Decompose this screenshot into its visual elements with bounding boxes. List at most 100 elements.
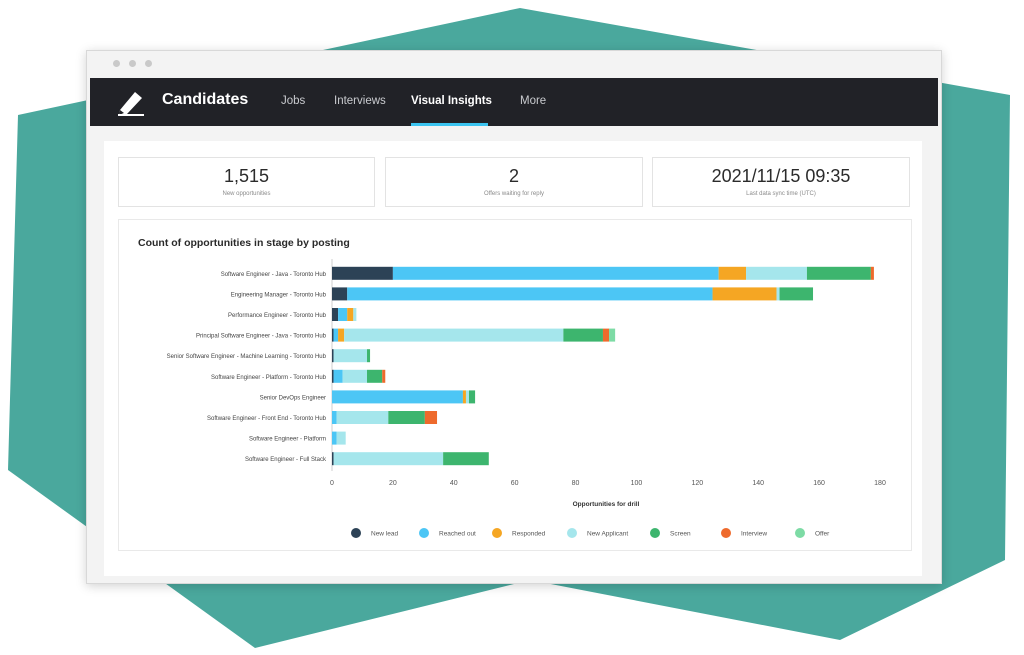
- stat-card-last-sync: 2021/11/15 09:35 Last data sync time (UT…: [652, 157, 910, 207]
- bar-segment: [424, 411, 438, 424]
- stat-value: 2021/11/15 09:35: [711, 166, 851, 186]
- bar-segment: [347, 308, 354, 321]
- legend-swatch: [492, 528, 502, 538]
- x-tick-label: 20: [389, 480, 397, 487]
- x-tick-label: 140: [752, 480, 764, 487]
- bar-segment: [367, 349, 371, 363]
- bar-segment: [332, 287, 348, 301]
- legend-swatch: [567, 528, 577, 538]
- bar-segment: [333, 452, 444, 466]
- stat-card-offers-waiting: 2 Offers waiting for reply: [385, 157, 643, 207]
- legend-label: Offer: [815, 531, 830, 538]
- bar-segment: [333, 328, 339, 342]
- bar-segment: [332, 369, 334, 383]
- category-label: Software Engineer - Front End - Toronto …: [207, 416, 327, 422]
- category-label: Senior Software Engineer - Machine Learn…: [167, 354, 327, 360]
- window-titlebar: [87, 51, 941, 77]
- bar-segment: [602, 328, 610, 342]
- legend-label: New Applicant: [587, 531, 628, 538]
- bar-segment: [332, 328, 334, 342]
- legend-label: Screen: [670, 531, 691, 538]
- bar-segment: [336, 411, 389, 424]
- bar-segment: [443, 452, 489, 466]
- bar-segment: [332, 349, 334, 363]
- x-tick-label: 100: [631, 480, 643, 487]
- stat-label: Last data sync time (UTC): [746, 191, 816, 197]
- legend-swatch: [351, 528, 361, 538]
- bar-segment: [332, 452, 334, 466]
- bar-segment: [779, 287, 814, 301]
- legend-swatch: [721, 528, 731, 538]
- app-title[interactable]: Candidates: [162, 91, 249, 108]
- bar-segment: [382, 369, 386, 383]
- bar-segment: [718, 266, 747, 280]
- x-tick-label: 120: [691, 480, 703, 487]
- category-label: Software Engineer - Platform: [249, 437, 326, 443]
- legend-swatch: [795, 528, 805, 538]
- bar-segment: [465, 390, 469, 404]
- bar-segment: [342, 369, 368, 383]
- bar-segment: [712, 287, 777, 301]
- bar-segment: [367, 369, 383, 383]
- category-label: Software Engineer - Full Stack: [245, 457, 327, 463]
- active-tab-indicator: [411, 123, 488, 126]
- stat-label: Offers waiting for reply: [484, 191, 544, 197]
- window-dot: [113, 60, 120, 67]
- bar-segment: [870, 266, 874, 280]
- nav-visual-insights[interactable]: Visual Insights: [411, 95, 492, 107]
- stat-value: 1,515: [223, 166, 270, 186]
- nav-jobs[interactable]: Jobs: [281, 95, 306, 107]
- nav-interviews[interactable]: Interviews: [334, 95, 386, 107]
- legend-label: Responded: [512, 531, 546, 538]
- bar-segment: [333, 369, 343, 383]
- category-label: Performance Engineer - Toronto Hub: [228, 313, 327, 319]
- legend-label: New lead: [371, 531, 398, 538]
- bar-segment: [338, 308, 348, 321]
- x-tick-label: 0: [330, 480, 334, 487]
- pencil-logo-icon: [118, 92, 144, 116]
- bar-segment: [332, 411, 337, 424]
- bar-segment: [776, 287, 780, 301]
- bar-segment: [469, 390, 476, 404]
- x-axis-label: Opportunities for drill: [573, 501, 640, 508]
- legend-label: Reached out: [439, 531, 476, 538]
- bar-segment: [563, 328, 603, 342]
- stat-card-new-opportunities: 1,515 New opportunities: [118, 157, 375, 207]
- stat-label: New opportunities: [222, 191, 271, 197]
- top-navbar: Candidates Jobs Interviews Visual Insigh…: [90, 78, 938, 126]
- x-tick-label: 60: [511, 480, 519, 487]
- category-label: Senior DevOps Engineer: [260, 395, 326, 401]
- category-label: Software Engineer - Platform - Toronto H…: [211, 375, 327, 381]
- bar-segment: [388, 411, 425, 424]
- stat-value: 2: [508, 166, 519, 186]
- main-content: 1,515 New opportunities 2 Offers waiting…: [104, 141, 922, 576]
- bar-segment: [353, 308, 357, 321]
- bar-segment: [332, 266, 393, 280]
- x-tick-label: 40: [450, 480, 458, 487]
- bar-segment: [338, 328, 345, 342]
- x-tick-label: 180: [874, 480, 886, 487]
- app-window: Candidates Jobs Interviews Visual Insigh…: [86, 50, 942, 584]
- category-label: Engineering Manager - Toronto Hub: [231, 292, 327, 298]
- x-tick-label: 80: [572, 480, 580, 487]
- bar-segment: [332, 431, 337, 445]
- bar-segment: [746, 266, 807, 280]
- bar-segment: [336, 431, 346, 445]
- nav-more[interactable]: More: [520, 95, 547, 107]
- bar-segment: [333, 349, 368, 363]
- bar-segment: [609, 328, 616, 342]
- bar-segment: [347, 287, 713, 301]
- legend-swatch: [650, 528, 660, 538]
- x-tick-label: 160: [813, 480, 825, 487]
- category-label: Principal Software Engineer - Java - Tor…: [196, 334, 327, 340]
- window-dot: [145, 60, 152, 67]
- chart-title: Count of opportunities in stage by posti…: [138, 237, 350, 249]
- bar-segment: [392, 266, 719, 280]
- bar-segment: [332, 390, 463, 404]
- bar-segment: [462, 390, 466, 404]
- legend-label: Interview: [741, 531, 767, 538]
- bar-segment: [344, 328, 564, 342]
- bar-segment: [806, 266, 871, 280]
- bar-segment: [332, 308, 339, 321]
- chart-panel: Count of opportunities in stage by posti…: [118, 219, 912, 551]
